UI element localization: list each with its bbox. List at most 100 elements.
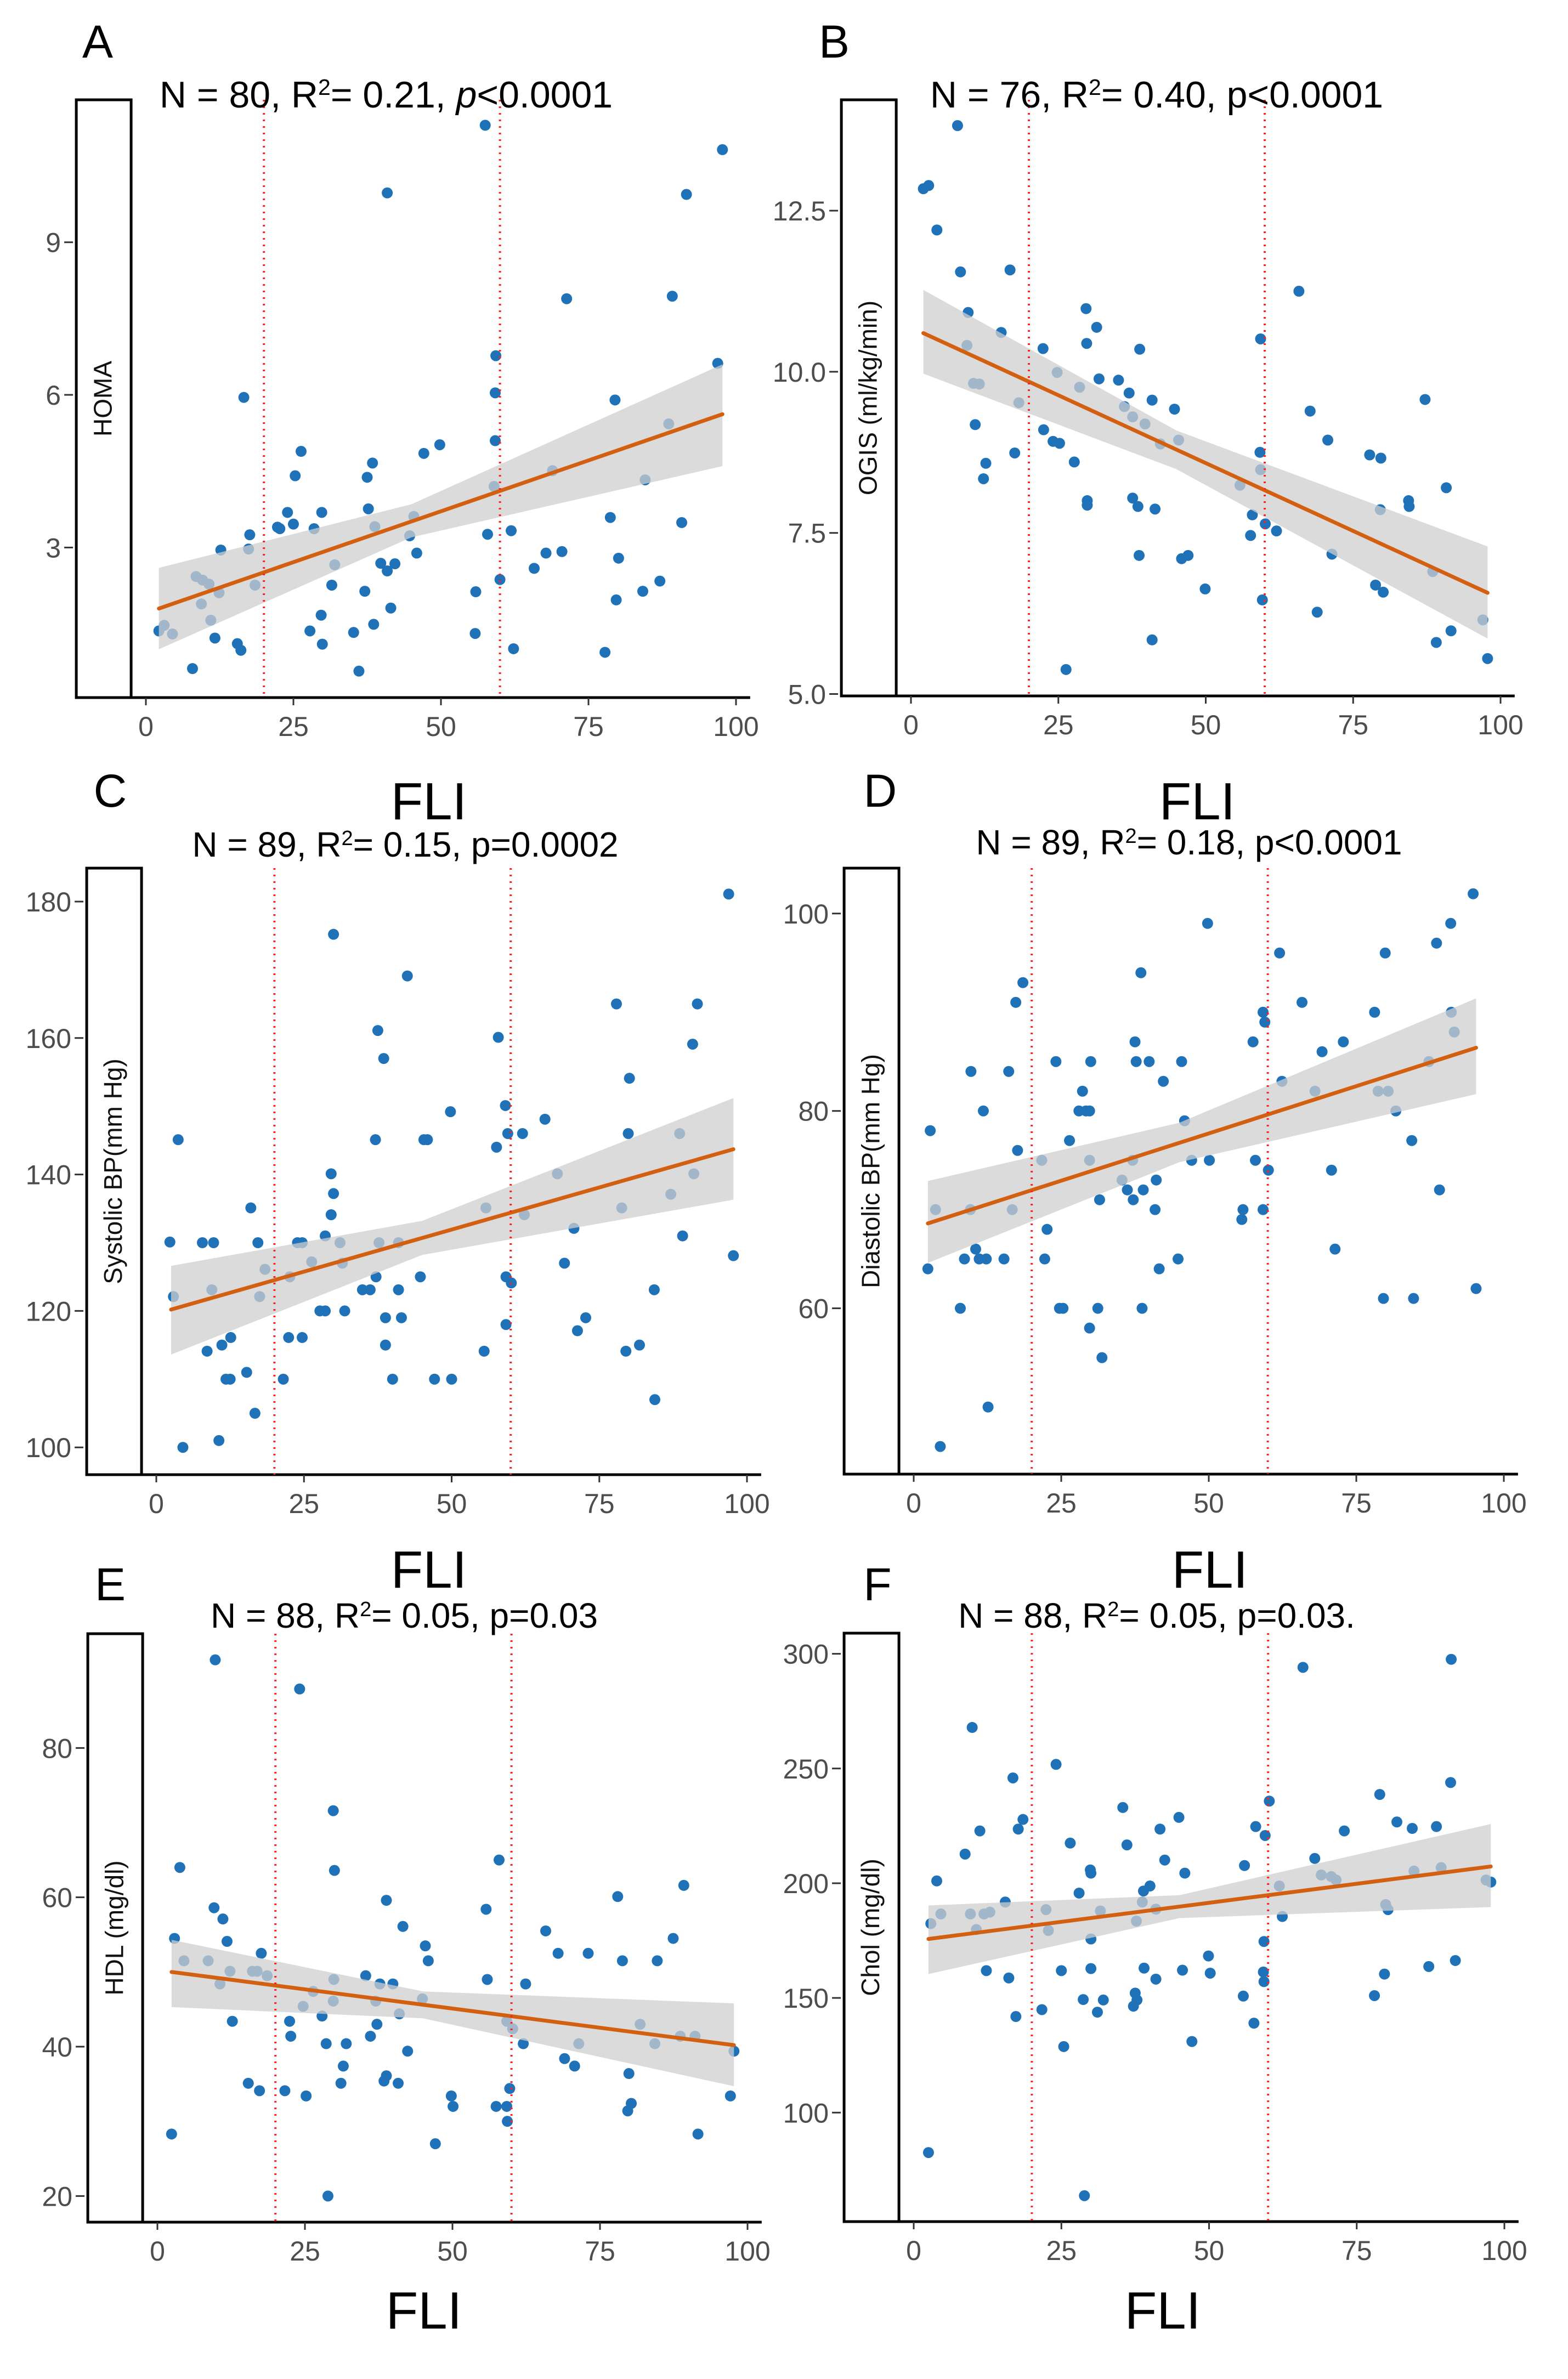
y-tick-label: 200: [783, 1868, 829, 1899]
title-segment: p: [455, 74, 477, 116]
data-point: [981, 1965, 992, 1976]
x-axis-label: FLI: [386, 2281, 462, 2340]
data-point: [1293, 286, 1305, 297]
panel-stats-title: N = 88, R2= 0.05, p=0.03: [211, 1596, 598, 1635]
data-point: [382, 187, 393, 199]
data-point: [221, 1936, 233, 1947]
data-point: [177, 1442, 189, 1453]
data-point: [356, 1284, 368, 1295]
data-point: [1326, 1164, 1337, 1176]
data-point: [290, 470, 301, 482]
data-point: [429, 2138, 441, 2150]
data-point: [925, 1125, 936, 1136]
data-point: [1446, 1653, 1457, 1665]
data-point: [375, 558, 387, 569]
data-point: [1169, 404, 1180, 415]
y-tick-label: 180: [26, 887, 71, 917]
data-point: [1079, 2190, 1090, 2201]
data-point: [387, 1373, 398, 1385]
data-point: [974, 1825, 986, 1837]
data-point: [1084, 1105, 1095, 1117]
data-point: [360, 1970, 371, 1981]
data-point: [648, 1284, 660, 1295]
panel-b: OGIS (ml/kg/min) 0 25 50 75 100 5.0 7.5 10.0 12.5…: [773, 16, 1524, 831]
data-point: [1038, 424, 1049, 435]
data-point: [1445, 917, 1457, 929]
data-point: [335, 2077, 347, 2089]
data-point: [1050, 1759, 1062, 1770]
y-tick-label: 6: [46, 380, 61, 411]
data-point: [1338, 1036, 1349, 1047]
data-point: [717, 144, 728, 155]
x-axis-label: FLI: [1125, 2281, 1201, 2340]
data-point: [1408, 1293, 1419, 1304]
data-point: [501, 2100, 512, 2112]
x-tick-label: 50: [437, 2236, 468, 2267]
data-point: [315, 609, 327, 621]
data-point: [238, 392, 250, 403]
data-point: [613, 552, 624, 564]
data-point: [922, 1263, 933, 1275]
data-point: [418, 448, 429, 459]
data-point: [1369, 1006, 1380, 1018]
data-point: [1431, 1821, 1442, 1832]
data-point: [1378, 1293, 1389, 1304]
x-tick-label: 25: [288, 1488, 319, 1519]
x-axis-label: FLI: [1159, 772, 1236, 831]
data-point: [1239, 1860, 1250, 1871]
data-point: [610, 998, 622, 1010]
y-tick-label: 150: [783, 1983, 829, 2014]
data-point: [490, 2100, 502, 2112]
data-point: [1468, 888, 1479, 899]
data-point: [328, 1188, 339, 1199]
title-segment: 2: [360, 1598, 371, 1621]
data-point: [1150, 1973, 1162, 1985]
data-point: [316, 638, 328, 650]
data-point: [1173, 1811, 1185, 1823]
data-point: [517, 1128, 528, 1139]
confidence-band: [927, 998, 1476, 1263]
data-point: [411, 547, 422, 559]
title-segment: N = 88, R: [958, 1596, 1107, 1635]
data-point: [1378, 586, 1389, 598]
y-tick-label: 300: [783, 1639, 829, 1670]
panel-a: HOMA 0 25 50 75 100 3 6 9 N = 80, R2= 0.21, p<0.0…: [46, 16, 758, 831]
title-segment: = 0.15, p=0.0002: [353, 825, 619, 864]
data-point: [217, 1913, 229, 1925]
data-point: [506, 525, 517, 536]
data-point: [359, 586, 371, 597]
data-point: [1204, 1967, 1216, 1979]
regression-line: [169, 1147, 735, 1312]
data-point: [559, 2053, 570, 2064]
data-point: [480, 1904, 492, 1915]
data-point: [1445, 1777, 1456, 1788]
data-point: [445, 2090, 457, 2102]
y-tick-label: 120: [26, 1296, 71, 1327]
data-point: [389, 558, 401, 570]
panel-d: Diastolic BP(mm Hg) 0 25 50 75 100 60 80 100 N = …: [783, 765, 1527, 1599]
data-point: [1082, 500, 1093, 511]
data-point: [982, 1401, 994, 1413]
y-tick-label: 100: [783, 899, 829, 930]
panel-letter: F: [863, 1559, 891, 1610]
data-point: [520, 1978, 531, 1990]
data-point: [1179, 1867, 1191, 1879]
regression-line: [926, 1864, 1493, 1941]
data-point: [1131, 1994, 1143, 2006]
title-segment: N = 88, R: [211, 1596, 360, 1635]
data-point: [1297, 1662, 1309, 1673]
data-point: [304, 625, 316, 637]
data-point: [1004, 264, 1016, 276]
data-point: [448, 2100, 459, 2112]
data-point: [371, 2019, 383, 2030]
x-tick-label: 0: [138, 711, 154, 742]
data-point: [1017, 977, 1029, 988]
x-tick-label: 0: [903, 710, 919, 740]
data-point: [620, 1345, 632, 1357]
data-point: [580, 1312, 591, 1323]
x-axis-label: FLI: [1172, 1540, 1248, 1599]
ylabel-box: [75, 98, 133, 699]
data-point: [1263, 1164, 1274, 1176]
data-point: [1250, 1154, 1261, 1166]
y-tick-label: 5.0: [788, 679, 827, 710]
